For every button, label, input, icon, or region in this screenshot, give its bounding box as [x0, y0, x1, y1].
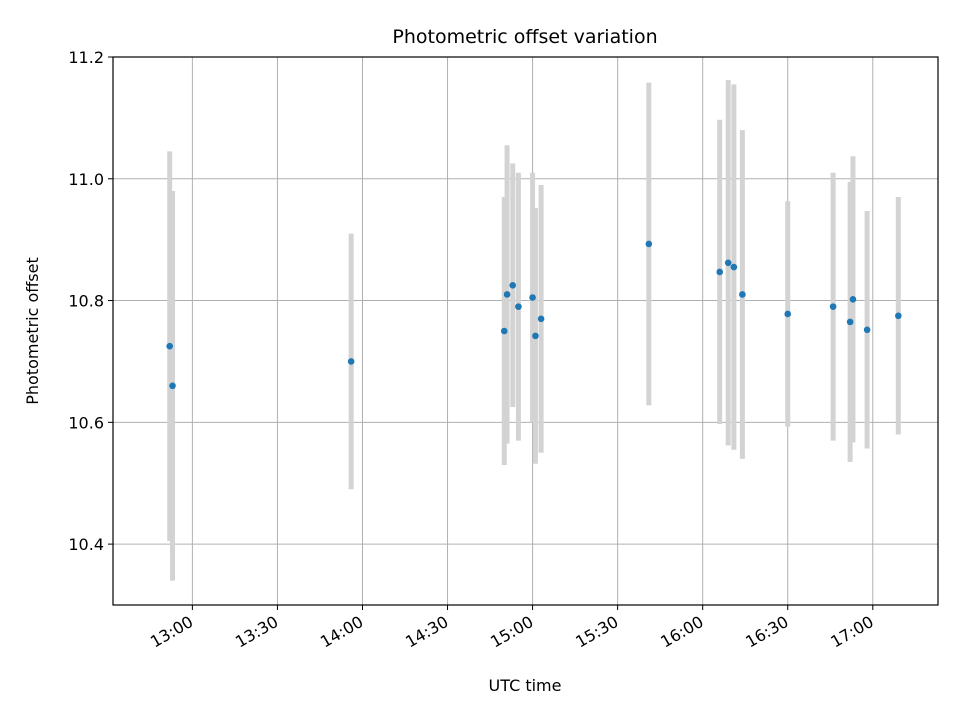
data-point	[537, 315, 545, 323]
data-point	[895, 312, 902, 320]
data-point	[645, 240, 653, 248]
data-point	[716, 268, 724, 276]
data-point	[849, 296, 857, 303]
y-tick-label: 11.2	[68, 48, 104, 67]
y-axis-label: Photometric offset	[23, 257, 42, 405]
data-point	[169, 382, 176, 390]
y-tick-label: 10.8	[68, 292, 104, 311]
data-point	[515, 303, 522, 310]
chart-title: Photometric offset variation	[392, 26, 657, 48]
y-tick-label: 10.4	[68, 535, 104, 554]
y-tick-label: 11.0	[68, 170, 104, 189]
data-point	[846, 318, 854, 326]
data-points	[166, 240, 902, 390]
data-point	[730, 263, 738, 271]
data-point	[863, 326, 871, 334]
data-point	[532, 332, 539, 340]
plot-frame	[112, 56, 939, 606]
data-point	[500, 327, 508, 335]
y-axis-ticks: 10.4 10.6 10.8 11.0 11.2	[68, 48, 113, 554]
y-tick-label: 10.6	[68, 413, 104, 432]
data-point	[784, 310, 792, 318]
data-point	[166, 342, 174, 350]
data-point	[829, 303, 837, 310]
data-point	[503, 291, 511, 298]
data-point	[347, 358, 355, 365]
x-axis-label: UTC time	[489, 676, 562, 695]
data-point	[739, 291, 746, 298]
data-point	[724, 259, 732, 267]
data-point	[529, 294, 536, 301]
data-point	[509, 282, 517, 289]
